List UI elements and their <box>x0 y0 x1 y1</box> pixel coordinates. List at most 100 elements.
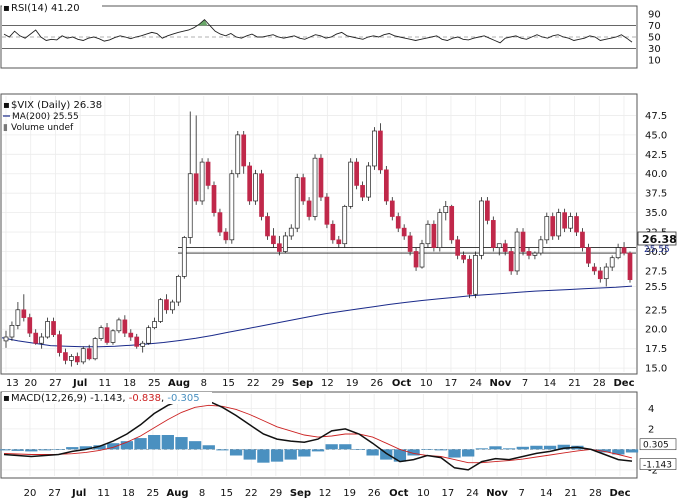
macd-histogram-bar <box>448 449 461 458</box>
price-panel: 47.545.042.540.037.535.032.530.027.525.5… <box>0 93 677 389</box>
macd-histogram-bar <box>502 448 516 450</box>
price-x-tick-label: Sep <box>292 378 313 389</box>
price-frame <box>0 93 638 375</box>
price-y-tick-label: 30.0 <box>645 247 667 258</box>
candle-body <box>146 327 151 344</box>
macd-value-badge <box>639 458 677 470</box>
rsi-last-value: 41.20 <box>51 3 80 14</box>
price-y-tick-label: 25.5 <box>645 282 667 293</box>
macd-histogram-bar <box>366 449 379 456</box>
price-x-tick-label: 13 <box>6 378 19 389</box>
rsi-legend-icon: ▪ <box>3 3 10 14</box>
candle-body <box>419 243 425 268</box>
price-y-tick-label: 35.0 <box>645 208 667 219</box>
macd-histogram-bar <box>66 447 79 450</box>
macd-x-tick-label: 29 <box>269 488 282 499</box>
macd-y-tick-label: 2 <box>648 424 654 435</box>
macd-histogram-bar <box>0 449 11 451</box>
macd-histogram-bar <box>598 449 611 453</box>
candle-body <box>300 177 306 202</box>
macd-x-tick-label: 27 <box>48 488 61 499</box>
candle-body <box>520 231 526 252</box>
ma-legend-label: MA(200) 25.55 <box>12 112 79 122</box>
price-x-tick-label: 21 <box>568 378 581 389</box>
candle-body <box>455 239 461 256</box>
price-legend-icon: ▪ <box>3 100 10 111</box>
candle-body <box>580 231 585 248</box>
candle-body <box>485 200 490 221</box>
macd-histogram-bar <box>107 443 120 450</box>
price-x-tick-label: 20 <box>24 378 37 389</box>
macd-histogram-bar <box>93 445 106 450</box>
candle-body <box>324 196 330 225</box>
macd-histogram-bar <box>543 445 557 450</box>
candle-body <box>378 130 383 171</box>
candle-body <box>449 206 455 241</box>
candle-body <box>383 169 389 202</box>
candle-body <box>502 243 508 252</box>
candle-body <box>544 216 550 241</box>
candle-body <box>187 173 193 238</box>
macd-value-badge <box>639 438 677 451</box>
candle-body <box>241 134 247 167</box>
macd-histogram-bar <box>161 435 174 450</box>
histogram-value: -0.305 <box>167 393 199 404</box>
candle-body <box>134 336 140 347</box>
macd-right-value-label: -1.143 <box>643 461 672 471</box>
candle-body <box>294 177 300 229</box>
macd-x-tick-label: Aug <box>166 488 188 499</box>
price-x-tick-label: 17 <box>445 378 458 389</box>
price-x-tick-label: 26 <box>370 378 383 389</box>
rsi-y-tick-label: 50 <box>648 33 661 44</box>
macd-sep-2: , <box>161 393 167 404</box>
candle-body <box>229 173 235 241</box>
macd-histogram-bar <box>311 449 325 452</box>
macd-x-tick-label: 28 <box>589 488 602 499</box>
candle-body <box>550 216 556 237</box>
ma200-line <box>1 285 633 348</box>
rsi-legend-box <box>2 2 102 14</box>
candle-body <box>413 251 419 268</box>
candle-body <box>496 243 502 248</box>
candle-body <box>265 216 270 237</box>
macd-x-tick-label: 22 <box>245 488 258 499</box>
candle-body <box>336 239 342 245</box>
macd-histogram-bar <box>134 438 147 450</box>
macd-x-tick-label: 10 <box>417 488 430 499</box>
candle-body <box>21 309 27 318</box>
candle-body <box>627 252 633 280</box>
candle-body <box>508 251 514 272</box>
candle-body <box>80 348 86 363</box>
rsi-y-tick-label: 30 <box>648 44 661 55</box>
macd-x-tick-label: 24 <box>466 488 479 499</box>
candle-body <box>104 327 110 343</box>
candle-body <box>591 266 597 272</box>
candle-body <box>57 334 62 353</box>
macd-histogram-bar <box>475 448 488 450</box>
candle-body <box>431 223 437 248</box>
price-y-tick-label: 15.0 <box>645 364 667 375</box>
candle-body <box>140 342 146 347</box>
candle-body <box>277 243 282 252</box>
macd-y-tick-label: 4 <box>648 404 654 415</box>
macd-histogram-bar <box>434 449 448 451</box>
candle-body <box>63 352 68 361</box>
macd-x-tick-label: 8 <box>199 488 205 499</box>
macd-histogram-bar <box>175 437 188 450</box>
price-y-tick-label: 37.5 <box>645 189 667 200</box>
macd-x-tick-label: Oct <box>389 488 408 499</box>
macd-histogram-bar <box>148 435 161 450</box>
candle-body <box>181 237 187 277</box>
last-price-badge <box>637 231 677 246</box>
last-price-label: 26.38 <box>642 233 677 246</box>
svg-text:MACD(12,26,9) -1.143, -0.838,: MACD(12,26,9) -1.143, -0.838, -0.305 <box>11 393 200 404</box>
macd-histogram-bar <box>298 449 311 457</box>
candle-body <box>360 185 365 198</box>
candle-body <box>401 227 407 237</box>
candle-body <box>69 356 74 361</box>
candle-body <box>288 227 294 237</box>
macd-histogram-bar <box>530 445 543 450</box>
macd-x-tick-label: 12 <box>319 488 332 499</box>
macd-x-tick-label: 20 <box>24 488 37 499</box>
